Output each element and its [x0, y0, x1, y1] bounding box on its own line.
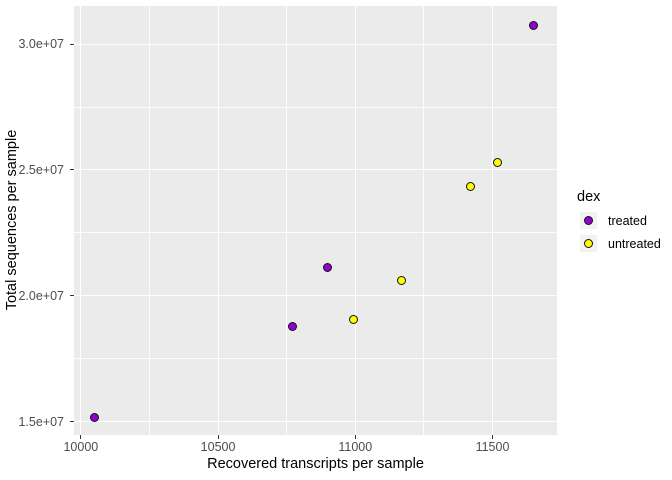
x-tick-label: 10500: [200, 440, 236, 454]
gridline-x-major: [217, 6, 219, 435]
gridline-x-major: [354, 6, 356, 435]
data-point-untreated: [466, 181, 476, 191]
gridline-x-major: [80, 6, 82, 435]
legend-key-untreated: [580, 235, 597, 252]
x-tick-mark: [354, 435, 356, 439]
y-tick-label: 1.5e+07: [18, 414, 64, 429]
gridline-y-major: [74, 295, 557, 297]
gridline-x-minor: [148, 6, 150, 435]
x-axis-title: Recovered transcripts per sample: [207, 456, 424, 472]
data-point-treated: [90, 413, 100, 423]
legend-key-treated: [580, 212, 597, 229]
x-tick-mark: [80, 435, 82, 439]
data-point-treated: [287, 322, 297, 332]
gridline-y-major: [74, 43, 557, 45]
gridline-y-major: [74, 421, 557, 423]
data-point-untreated: [397, 276, 407, 286]
untreated-point-icon: [584, 239, 593, 248]
x-tick-label: 10000: [63, 440, 99, 454]
y-tick-label: 2.5e+07: [18, 162, 64, 177]
legend-item-treated: treated: [580, 212, 647, 229]
plot-panel: [74, 6, 557, 435]
y-tick-mark: [70, 295, 74, 297]
x-tick-label: 11000: [338, 440, 373, 454]
data-point-treated: [529, 21, 539, 31]
x-tick-label: 11500: [475, 440, 510, 454]
y-tick-mark: [70, 43, 74, 45]
y-tick-label: 2.0e+07: [18, 288, 64, 303]
y-axis-title: Total sequences per sample: [4, 129, 20, 311]
treated-point-icon: [584, 216, 593, 225]
data-point-untreated: [349, 315, 359, 325]
gridline-y-major: [74, 169, 557, 171]
legend-item-untreated: untreated: [580, 235, 661, 252]
x-tick-mark: [217, 435, 219, 439]
gridline-x-minor: [423, 6, 425, 435]
gridline-x-major: [492, 6, 493, 435]
gridline-y-minor: [74, 232, 557, 234]
gridline-y-minor: [74, 358, 557, 360]
data-point-untreated: [493, 158, 503, 168]
y-tick-mark: [70, 169, 74, 171]
data-point-treated: [323, 263, 333, 273]
legend-label-untreated: untreated: [608, 236, 661, 251]
legend-title: dex: [577, 189, 601, 205]
legend-label-treated: treated: [608, 213, 647, 228]
gridline-y-minor: [74, 106, 557, 108]
x-tick-mark: [492, 435, 493, 439]
gridline-x-minor: [286, 6, 288, 435]
y-tick-mark: [70, 421, 74, 423]
y-tick-label: 3.0e+07: [18, 37, 64, 52]
